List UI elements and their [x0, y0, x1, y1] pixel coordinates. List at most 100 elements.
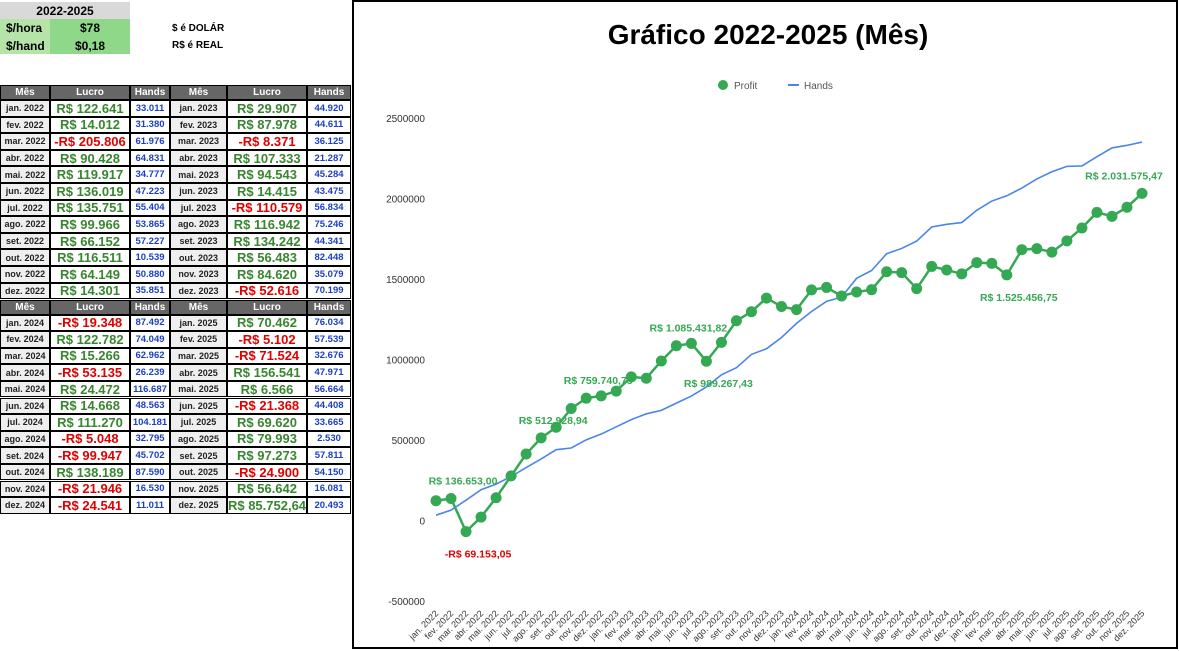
- data-point: [1076, 222, 1088, 234]
- profit-cell: R$ 134.242: [227, 232, 307, 250]
- data-point: [926, 260, 938, 272]
- profit-cell: R$ 56.642: [227, 480, 307, 498]
- data-point: [1106, 210, 1118, 222]
- profit-cell: -R$ 99.947: [50, 447, 130, 464]
- data-point: [550, 421, 562, 433]
- hands-cell: 48.563: [130, 397, 170, 415]
- profit-cell: R$ 15.266: [50, 347, 130, 365]
- legend-label: Profit: [734, 81, 758, 92]
- profit-cell: -R$ 5.102: [227, 331, 307, 348]
- hands-cell: 57.811: [307, 447, 351, 464]
- month-cell: set. 2023: [170, 232, 227, 250]
- month-cell: ago. 2023: [170, 216, 227, 233]
- hands-cell: 70.199: [307, 282, 351, 300]
- month-cell: mar. 2025: [170, 347, 227, 365]
- data-point: [941, 264, 953, 276]
- hands-cell: 32.795: [130, 430, 170, 448]
- month-cell: mai. 2023: [170, 166, 227, 183]
- data-point: [881, 266, 893, 278]
- profit-cell: -R$ 8.371: [227, 133, 307, 150]
- month-cell: jun. 2024: [0, 397, 50, 415]
- month-cell: abr. 2025: [170, 364, 227, 381]
- profit-cell: R$ 116.511: [50, 249, 130, 266]
- hands-cell: 36.125: [307, 133, 351, 150]
- month-cell: fev. 2022: [0, 116, 50, 134]
- profit-cell: -R$ 53.135: [50, 364, 130, 381]
- month-cell: mai. 2024: [0, 380, 50, 398]
- hands-cell: 35.851: [130, 282, 170, 300]
- summary-note: $ é DOLÁR: [172, 22, 225, 34]
- data-point: [911, 283, 923, 295]
- table-header: Hands: [130, 299, 170, 315]
- hands-cell: 44.341: [307, 232, 351, 250]
- data-point: [806, 284, 818, 296]
- profit-cell: -R$ 19.348: [50, 314, 130, 332]
- table-header: Lucro: [227, 299, 307, 315]
- data-point: [745, 306, 757, 318]
- profit-cell: R$ 14.415: [227, 183, 307, 200]
- y-tick-label: 1000000: [386, 356, 425, 367]
- hands-cell: 16.530: [130, 480, 170, 498]
- data-point: [760, 292, 772, 304]
- y-tick-label: -500000: [388, 597, 425, 608]
- profit-cell: R$ 135.751: [50, 199, 130, 217]
- data-label: -R$ 69.153,05: [445, 549, 512, 561]
- month-cell: set. 2025: [170, 447, 227, 464]
- data-point: [851, 286, 863, 298]
- data-point: [565, 403, 577, 415]
- hands-cell: 21.287: [307, 149, 351, 167]
- month-cell: out. 2024: [0, 463, 50, 481]
- data-point: [655, 355, 667, 367]
- month-cell: abr. 2024: [0, 364, 50, 381]
- data-point: [971, 257, 983, 269]
- y-tick-label: 500000: [392, 436, 426, 447]
- data-point: [535, 432, 547, 444]
- profit-cell: R$ 122.782: [50, 331, 130, 348]
- hands-cell: 116.687: [130, 380, 170, 398]
- hands-cell: 54.150: [307, 463, 351, 481]
- data-point: [1061, 235, 1073, 247]
- summary-value: $78: [50, 19, 130, 37]
- data-point: [836, 290, 848, 302]
- profit-cell: R$ 90.428: [50, 149, 130, 167]
- data-point: [1046, 246, 1058, 258]
- profit-cell: R$ 136.019: [50, 183, 130, 200]
- data-point: [475, 511, 487, 523]
- table-header: Lucro: [50, 299, 130, 315]
- summary-value: $0,18: [50, 37, 130, 54]
- data-point: [430, 495, 442, 507]
- hands-cell: 34.777: [130, 166, 170, 183]
- data-point: [791, 304, 803, 316]
- summary-label: $/hand: [0, 37, 50, 54]
- month-cell: set. 2022: [0, 232, 50, 250]
- table-header: Mês: [0, 85, 50, 100]
- month-cell: ago. 2024: [0, 430, 50, 448]
- data-point: [1121, 201, 1133, 213]
- month-cell: jan. 2023: [170, 100, 227, 117]
- data-label: R$ 136.653,00: [429, 475, 498, 487]
- data-point: [821, 281, 833, 293]
- month-cell: mar. 2024: [0, 347, 50, 365]
- data-point: [715, 336, 727, 348]
- month-cell: jul. 2025: [170, 414, 227, 431]
- hands-cell: 61.976: [130, 133, 170, 150]
- data-label: R$ 1.525.456,75: [980, 292, 1058, 304]
- data-point: [685, 337, 697, 349]
- month-cell: jun. 2022: [0, 183, 50, 200]
- profit-cell: -R$ 24.900: [227, 463, 307, 481]
- month-cell: jul. 2024: [0, 414, 50, 431]
- month-cell: mar. 2023: [170, 133, 227, 150]
- month-cell: fev. 2024: [0, 331, 50, 348]
- hands-cell: 55.404: [130, 199, 170, 217]
- profit-cell: R$ 66.152: [50, 232, 130, 250]
- table-header: Mês: [170, 299, 227, 315]
- month-cell: nov. 2024: [0, 480, 50, 498]
- hands-cell: 45.284: [307, 166, 351, 183]
- hands-cell: 104.181: [130, 414, 170, 431]
- profit-cell: R$ 116.942: [227, 216, 307, 233]
- month-cell: set. 2024: [0, 447, 50, 464]
- hands-cell: 47.971: [307, 364, 351, 381]
- table-header: Mês: [170, 85, 227, 100]
